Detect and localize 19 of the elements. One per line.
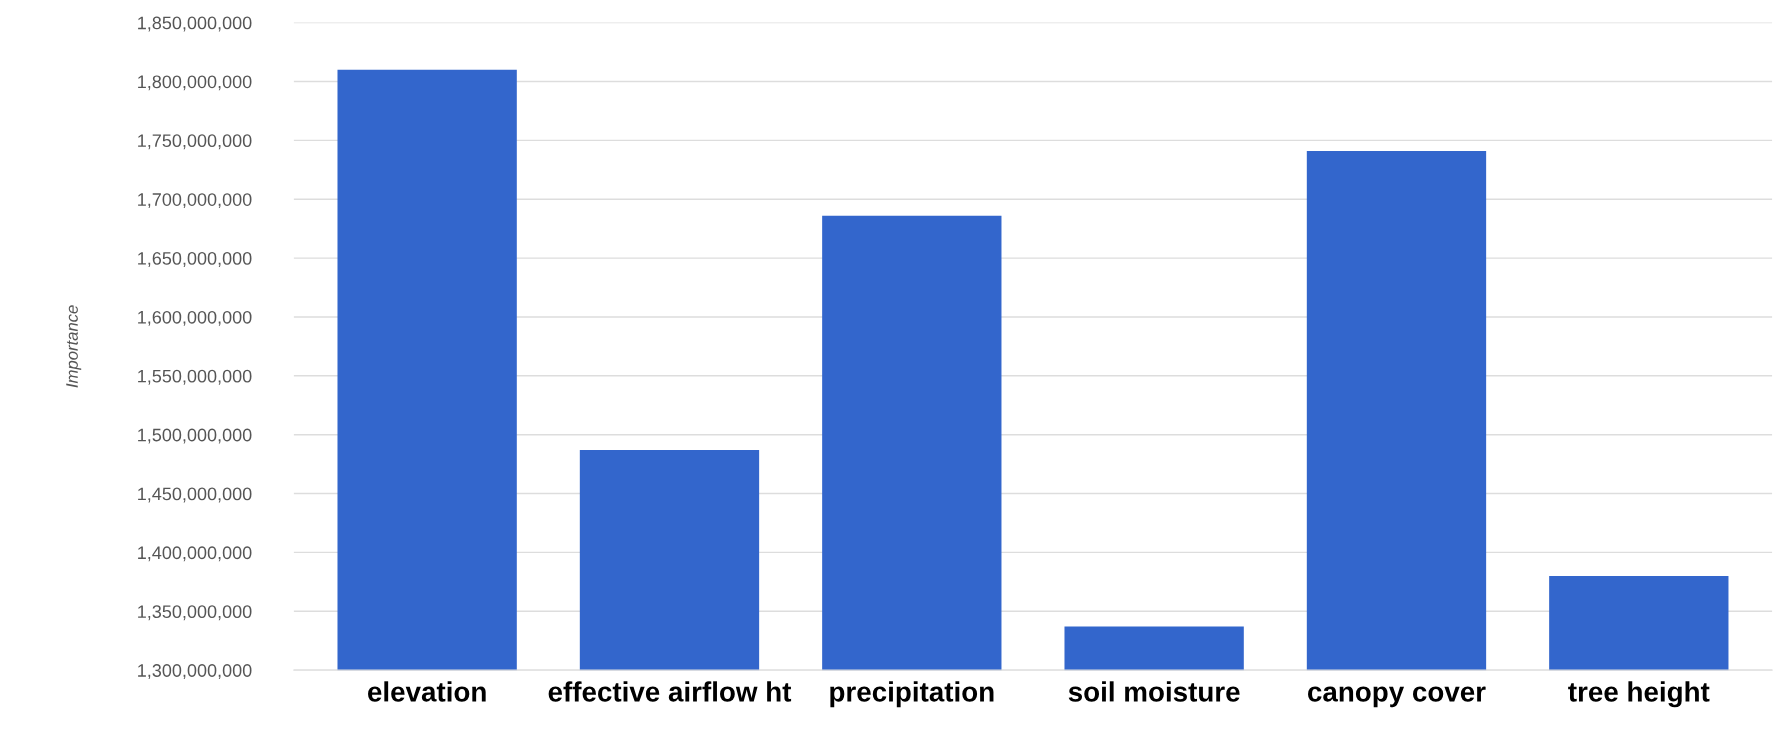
y-axis-title: Importance xyxy=(66,305,82,388)
y-tick-label: 1,750,000,000 xyxy=(138,134,252,150)
x-tick-label: canopy cover xyxy=(1308,686,1486,708)
y-tick-label: 1,700,000,000 xyxy=(138,193,252,209)
y-tick-label: 1,600,000,000 xyxy=(138,310,252,326)
y-tick-label: 1,500,000,000 xyxy=(138,428,252,444)
x-tick-label: tree height xyxy=(1568,681,1710,708)
x-tick-label: soil moisture xyxy=(1068,681,1240,702)
y-tick-label: 1,850,000,000 xyxy=(138,16,252,32)
y-tick-label: 1,450,000,000 xyxy=(138,487,252,503)
y-tick-label: 1,800,000,000 xyxy=(138,75,252,91)
y-tick-label: 1,400,000,000 xyxy=(138,546,252,562)
x-tick-label: elevation xyxy=(368,681,486,702)
y-tick-label: 1,650,000,000 xyxy=(138,252,252,267)
x-tick-label: effective airflow ht xyxy=(548,681,792,702)
y-tick-label: 1,300,000,000 xyxy=(138,664,252,680)
x-tick-label: precipitation xyxy=(830,681,994,708)
y-tick-label: 1,550,000,000 xyxy=(138,369,252,385)
y-tick-label: 1,350,000,000 xyxy=(138,605,252,621)
